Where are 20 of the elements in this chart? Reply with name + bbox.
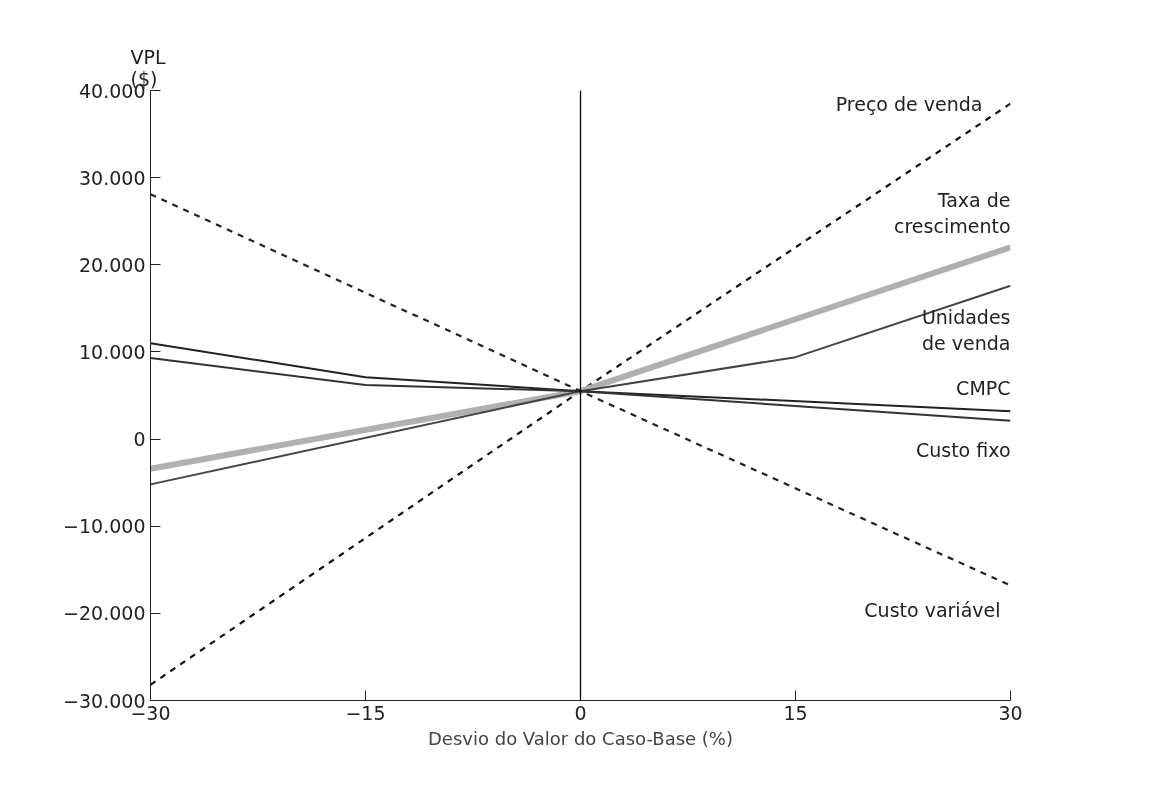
x-axis-title: Desvio do Valor do Caso-Base (%) (428, 727, 733, 749)
series-label: CMPC (956, 377, 1011, 400)
y-tick-label: 30.000 (79, 166, 146, 189)
series-label: Preço de venda (835, 92, 983, 115)
series-label: Taxa de crescimento (894, 188, 1011, 238)
series-label: Custo variável (864, 599, 1001, 622)
x-tick-label: 0 (574, 701, 587, 724)
line-series (150, 284, 1011, 486)
y-tick-label: −10.000 (63, 515, 146, 538)
x-tick-label: −15 (345, 701, 386, 724)
y-tick-label: −30.000 (63, 689, 146, 712)
x-tick-label: 30 (998, 701, 1023, 724)
series-label: Unidades de venda (921, 305, 1011, 355)
y-tick-label: −20.000 (63, 602, 146, 625)
y-tick-label: 0 (133, 428, 146, 451)
x-tick-label: 15 (783, 701, 808, 724)
line-series (150, 357, 1011, 422)
y-tick-label: 20.000 (79, 253, 146, 276)
series-label: Custo fixo (915, 438, 1011, 461)
y-tick-label: 10.000 (79, 340, 146, 363)
